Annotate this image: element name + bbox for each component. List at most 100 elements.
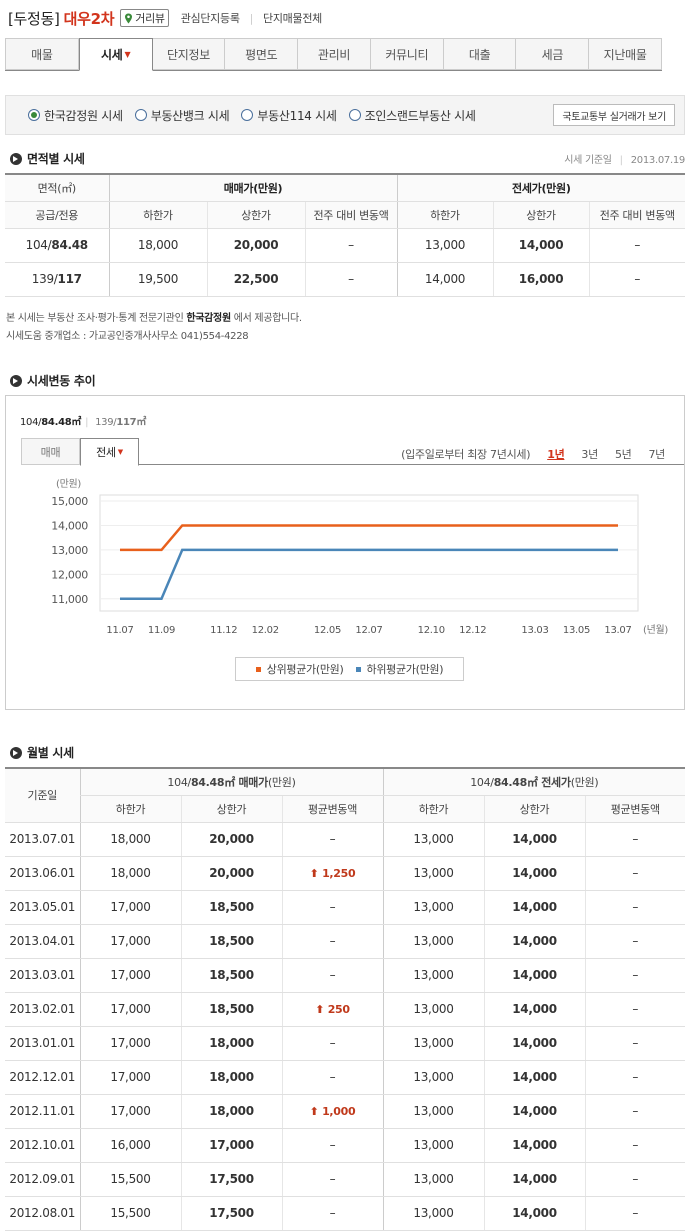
- rent-change-cell: –: [588, 262, 685, 297]
- rent-high-cell: 14,000: [483, 822, 585, 857]
- date-cell: 2012.12.01: [5, 1060, 80, 1095]
- street-view-label: 거리뷰: [135, 12, 165, 25]
- sale-change-cell: –: [304, 262, 398, 297]
- x-tick-label: 12.02: [252, 625, 279, 636]
- tab-maintenance-fee[interactable]: 관리비: [298, 38, 371, 70]
- increase-value: ⬆ 1,000: [310, 1105, 356, 1118]
- table-row: 2012.11.01 17,000 18,000 ⬆ 1,000 13,000 14,00…: [5, 1094, 685, 1129]
- x-tick-label: 12.12: [459, 625, 486, 636]
- trend-line-chart: (만원) 15,000 14,000 13,000 12,000 11,000 11.07 1…: [51, 478, 668, 636]
- source-radio-114[interactable]: 부동산114 시세: [241, 107, 337, 124]
- rent-low-cell: 13,000: [382, 924, 484, 959]
- sale-header: 매매가(만원): [223, 181, 283, 195]
- rent-high-cell: 16,000: [492, 262, 590, 297]
- date-cell: 2013.06.01: [5, 856, 80, 891]
- rent-high-cell: 14,000: [492, 228, 590, 263]
- rent-avg-cell: –: [584, 958, 685, 993]
- x-tick-label: 13.03: [521, 625, 548, 636]
- plot-area: [99, 494, 639, 612]
- h-part: 104/: [167, 775, 191, 789]
- sale-high-cell: 18,500: [180, 890, 282, 925]
- tab-listings[interactable]: 매물: [5, 38, 79, 70]
- tab-community[interactable]: 커뮤니티: [370, 38, 444, 70]
- sale-high-cell: 20,000: [180, 856, 282, 891]
- range-selector: (입주일로부터 최장 7년시세) 1년 3년 5년 7년: [401, 446, 665, 462]
- trend-section-title: 시세변동 추이: [10, 372, 96, 389]
- rent-low-cell: 13,000: [382, 890, 484, 925]
- rent-low-cell: 13,000: [382, 1094, 484, 1129]
- range-3y[interactable]: 3년: [581, 448, 598, 461]
- rent-header: 전세가(만원): [512, 181, 571, 195]
- sale-high-cell: 18,500: [180, 958, 282, 993]
- rent-low-cell: 13,000: [382, 1026, 484, 1061]
- table-row: 2013.07.01 18,000 20,000–13,000 14,000–: [5, 822, 685, 857]
- y-tick-label: 14,000: [51, 519, 88, 532]
- date-cell: 2013.05.01: [5, 890, 80, 925]
- area-exclusive: 84.48: [51, 238, 88, 252]
- tab-loan[interactable]: 대출: [443, 38, 517, 70]
- tab-label: 대출: [468, 47, 491, 62]
- tab-floor-plan[interactable]: 평면도: [225, 38, 299, 70]
- area-price-table: 면적(㎡) 매매가(만원) 전세가(만원) 공급/전용 하한가 상한가 전주 대…: [5, 173, 685, 297]
- col-sale: 104/84.48㎡ 매매가(만원): [79, 768, 383, 796]
- source-radio-kab[interactable]: 한국감정원 시세: [28, 107, 123, 124]
- trend-tabs: 매매 전세 ▼: [21, 438, 684, 466]
- rent-high-cell: 14,000: [483, 1162, 585, 1197]
- col-rent-high: 상한가: [492, 201, 590, 229]
- rent-avg-cell: –: [584, 1128, 685, 1163]
- tab-sale[interactable]: 매매: [21, 438, 80, 465]
- rent-low-cell: 13,000: [382, 1128, 484, 1163]
- range-5y[interactable]: 5년: [614, 448, 632, 461]
- sale-change-cell: –: [304, 228, 398, 263]
- source-label: 조인스랜드부동산 시세: [364, 108, 476, 123]
- rent-avg-cell: –: [584, 822, 685, 857]
- rent-low-cell: 13,000: [382, 822, 484, 857]
- arrow-up-icon: ⬆: [309, 867, 323, 880]
- favorite-complex-link[interactable]: 관심단지등록: [180, 12, 240, 25]
- tab-past-listings[interactable]: 지난매물: [589, 38, 663, 70]
- tab-label: 커뮤니티: [385, 47, 429, 62]
- rent-high-cell: 14,000: [483, 1196, 585, 1231]
- sale-avg-cell: ⬆ 1,000: [281, 1094, 383, 1129]
- sale-low-cell: 15,500: [79, 1162, 181, 1197]
- source-radio-bank[interactable]: 부동산뱅크 시세: [134, 107, 230, 124]
- divider: |: [85, 417, 89, 428]
- pyeong-other[interactable]: 139/117㎡: [95, 417, 146, 428]
- col-rent-change: 전주 대비 변동액: [588, 201, 685, 229]
- rent-low-cell: 13,000: [382, 1060, 484, 1095]
- rent-avg-cell: –: [584, 1026, 685, 1061]
- tab-price[interactable]: 시세 ▼: [78, 38, 153, 71]
- range-1y[interactable]: 1년: [547, 448, 565, 461]
- x-tick-label: 12.07: [355, 625, 382, 636]
- x-axis-label: (년월): [643, 624, 668, 636]
- area-cell: 139/117: [5, 262, 109, 297]
- tab-label: 전세: [96, 446, 116, 459]
- tab-tax[interactable]: 세금: [516, 38, 590, 70]
- sale-avg-cell: –: [281, 890, 383, 925]
- area-supply: 139/: [31, 272, 58, 286]
- source-radio-joins[interactable]: 조인스랜드부동산 시세: [348, 107, 476, 124]
- sale-avg-cell: ⬆ 1,250: [281, 856, 383, 891]
- sale-avg-cell: –: [281, 1060, 383, 1095]
- table-row: 2013.01.01 17,000 18,000–13,000 14,000–: [5, 1026, 685, 1061]
- area-supply: 104/: [25, 238, 52, 252]
- pyeong-selected[interactable]: 104/84.48㎡: [20, 417, 81, 428]
- sale-low-cell: 19,500: [108, 262, 207, 297]
- col-rent: 104/84.48㎡ 전세가(만원): [382, 768, 685, 796]
- increase-value: ⬆ 250: [315, 1003, 350, 1016]
- note-text: 에서 제공합니다.: [230, 313, 302, 324]
- section-title: 시세변동 추이: [27, 374, 96, 388]
- rent-high-cell: 14,000: [483, 958, 585, 993]
- range-7y[interactable]: 7년: [648, 448, 665, 461]
- col-rent-low: 하한가: [382, 795, 484, 823]
- table-row: 104/84.48 18,000 20,000–13,000 14,000–: [5, 228, 685, 263]
- all-listings-link[interactable]: 단지매물전체: [263, 12, 322, 25]
- bullet-icon: [10, 374, 22, 387]
- tab-rent[interactable]: 전세 ▼: [80, 438, 139, 466]
- y-axis-label: (만원): [56, 478, 81, 490]
- chart-legend: 상위평균가(만원) 하위평균가(만원): [235, 657, 464, 681]
- gov-transaction-button[interactable]: 국토교통부 실거래가 보기: [553, 104, 675, 126]
- street-view-button[interactable]: 거리뷰: [120, 9, 169, 27]
- tab-complex-info[interactable]: 단지정보: [152, 38, 226, 70]
- table-row: 2013.05.01 17,000 18,500–13,000 14,000–: [5, 890, 685, 925]
